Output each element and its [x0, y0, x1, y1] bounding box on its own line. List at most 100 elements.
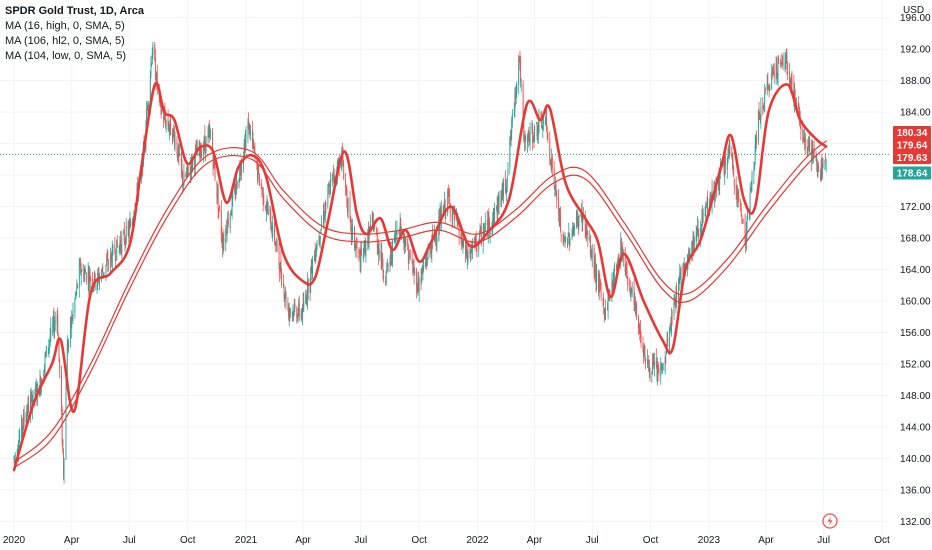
y-tick-label: 168.00: [900, 234, 931, 245]
candle-body: [488, 215, 490, 221]
candle-body: [475, 235, 477, 243]
candle-body: [461, 234, 463, 245]
candle-body: [32, 390, 34, 404]
candle-body: [560, 214, 561, 232]
candle-body: [626, 266, 627, 274]
candle-body: [478, 240, 480, 251]
candle-body: [817, 166, 819, 170]
candle-body: [88, 274, 90, 286]
candle-body: [26, 408, 28, 413]
candle-body: [365, 247, 367, 257]
candle-body: [116, 239, 118, 261]
lightning-bolt-icon[interactable]: [822, 513, 838, 529]
candle-body: [758, 108, 760, 120]
candle-body: [354, 226, 355, 248]
candle-body: [511, 119, 513, 133]
price-axis[interactable]: 132.00 136.00 140.00 144.00 148.00 152.00 156.…: [900, 13, 931, 528]
candle-body: [302, 302, 304, 311]
indicator-label[interactable]: MA (16, high, 0, SMA, 5): [5, 20, 125, 32]
candle-body: [74, 299, 76, 312]
time-axis[interactable]: 2020 Apr Jul Oct 2021 Apr Jul Oct 2022 Apr Jul Oct 2…: [3, 535, 890, 546]
candle-body: [17, 449, 19, 453]
candle-body: [390, 248, 392, 258]
candle-body: [754, 162, 756, 170]
candle-body: [549, 159, 551, 165]
candle-body: [222, 241, 224, 252]
candle-body: [382, 267, 384, 273]
candle-body: [56, 315, 58, 324]
candle-body: [81, 268, 83, 272]
candle-body: [493, 209, 495, 223]
candle-body: [174, 138, 176, 146]
candle-body: [567, 238, 568, 247]
candle-body: [808, 143, 809, 149]
candle-body: [63, 458, 65, 476]
candle-body: [288, 311, 290, 317]
indicator-label[interactable]: MA (106, hl2, 0, SMA, 5): [5, 35, 125, 47]
symbol-title[interactable]: SPDR Gold Trust, 1D, Arca: [5, 5, 144, 17]
candle-body: [79, 262, 81, 266]
candle-body: [97, 270, 99, 276]
candle-body: [596, 272, 598, 282]
candle-body: [21, 419, 23, 430]
candle-body: [593, 247, 595, 274]
candle-body: [416, 290, 418, 291]
candle-body: [170, 116, 172, 136]
candle-body: [742, 220, 744, 222]
y-tick-label: 132.00: [900, 517, 931, 528]
candle-body: [71, 316, 73, 329]
indicator-label[interactable]: MA (104, low, 0, SMA, 5): [5, 50, 127, 62]
candle-body: [309, 283, 311, 293]
candle-body: [586, 231, 588, 234]
candle-body: [25, 416, 27, 423]
candle-body: [638, 330, 640, 332]
candle-body: [414, 270, 416, 274]
candle-body: [250, 131, 251, 133]
candle-body: [649, 368, 651, 378]
candle-body: [772, 71, 774, 75]
candle-body: [812, 150, 814, 156]
candle-body: [404, 240, 406, 250]
candle-body: [354, 246, 356, 250]
candle-body: [115, 259, 117, 260]
x-tick-label: 2023: [698, 535, 721, 546]
candle-body: [217, 191, 218, 199]
candle-body: [106, 261, 108, 266]
candle-body: [804, 134, 806, 149]
candle-body: [320, 228, 322, 234]
candle-body: [646, 359, 648, 361]
candle-body: [600, 282, 602, 297]
candle-body: [698, 237, 700, 239]
candle-body: [262, 189, 263, 191]
candle-body: [529, 130, 531, 143]
candles: [13, 41, 827, 484]
candle-body: [75, 294, 76, 297]
candle-body: [266, 204, 268, 208]
candle-body: [773, 72, 775, 75]
candle-body: [585, 226, 587, 233]
candle-body: [248, 119, 250, 131]
candle-body: [409, 255, 411, 259]
candle-body: [674, 302, 676, 306]
x-tick-label: Apr: [295, 535, 311, 546]
candle-body: [671, 316, 672, 332]
candle-body: [203, 147, 205, 154]
candle-body: [726, 162, 728, 170]
candle-body: [111, 246, 113, 268]
candle-body: [76, 283, 78, 288]
candle-body: [265, 210, 267, 212]
candle-body: [749, 191, 751, 211]
candle-body: [400, 220, 402, 232]
candle-body: [278, 243, 280, 265]
candle-body: [386, 263, 388, 271]
candle-body: [322, 213, 324, 224]
candle-body: [319, 236, 321, 241]
candle-body: [128, 225, 130, 233]
candle-body: [669, 324, 671, 326]
candle-body: [510, 137, 511, 141]
candle-body: [489, 221, 490, 231]
candle-body: [28, 402, 30, 412]
candle-body: [234, 186, 236, 197]
candle-body: [349, 198, 351, 218]
